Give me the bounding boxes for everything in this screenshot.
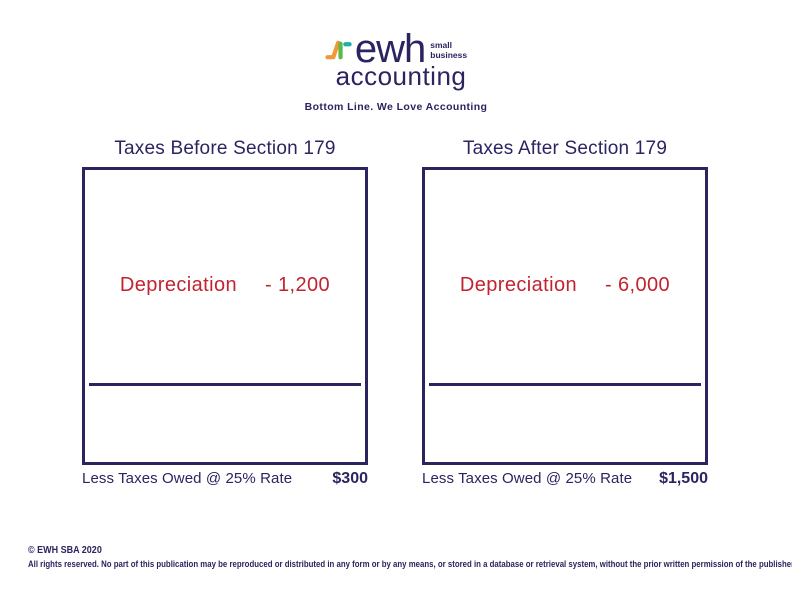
panel-before-title: Taxes Before Section 179 (114, 138, 336, 159)
copyright-line1: © EWH SBA 2020 (28, 545, 102, 556)
depreciation-value: - 6,000 (605, 274, 671, 296)
brand-word: accounting (335, 61, 467, 91)
panel-before-box: Depreciation - 1,200 (82, 167, 368, 465)
depreciation-row: Depreciation - 1,200 (85, 274, 365, 297)
panel-after-title: Taxes After Section 179 (462, 138, 668, 159)
panel-before-179: Taxes Before Section 179 Depreciation - … (82, 138, 368, 488)
depreciation-value: - 1,200 (265, 274, 331, 296)
taxes-owed-label: Less Taxes Owed @ 25% Rate (82, 470, 293, 487)
depreciation-label: Depreciation (119, 274, 237, 296)
panel-after-179: Taxes After Section 179 Depreciation - 6… (422, 138, 708, 488)
copyright-line2: All rights reserved. No part of this pub… (28, 559, 792, 569)
copyright-footer: © EWH SBA 2020 All rights reserved. No p… (28, 545, 792, 569)
total-rule (429, 383, 701, 386)
panel-after-box: Depreciation - 6,000 (422, 167, 708, 465)
taxes-owed-value: $300 (332, 470, 368, 487)
depreciation-label: Depreciation (459, 274, 577, 296)
panel-before-bottom-row: Less Taxes Owed @ 25% Rate $300 (82, 470, 368, 488)
taxes-owed-value: $1,500 (659, 470, 708, 487)
brand-subtitle-line2: business (430, 49, 468, 60)
logo-top-row: ewh small business (305, 27, 488, 71)
ewh-logo-icon (325, 37, 353, 67)
logo-block: ewh small business accounting Bottom Lin… (304, 27, 488, 113)
taxes-owed-label: Less Taxes Owed @ 25% Rate (422, 470, 633, 487)
depreciation-row: Depreciation - 6,000 (425, 274, 705, 297)
brand-subtitle: small business (430, 40, 468, 61)
brand-name: ewh (354, 27, 426, 71)
total-rule (89, 383, 361, 386)
panel-after-bottom-row: Less Taxes Owed @ 25% Rate $1,500 (422, 470, 708, 488)
brand-subtitle-line1: small (430, 40, 453, 50)
brand-tagline: Bottom Line. We Love Accounting (304, 101, 488, 113)
